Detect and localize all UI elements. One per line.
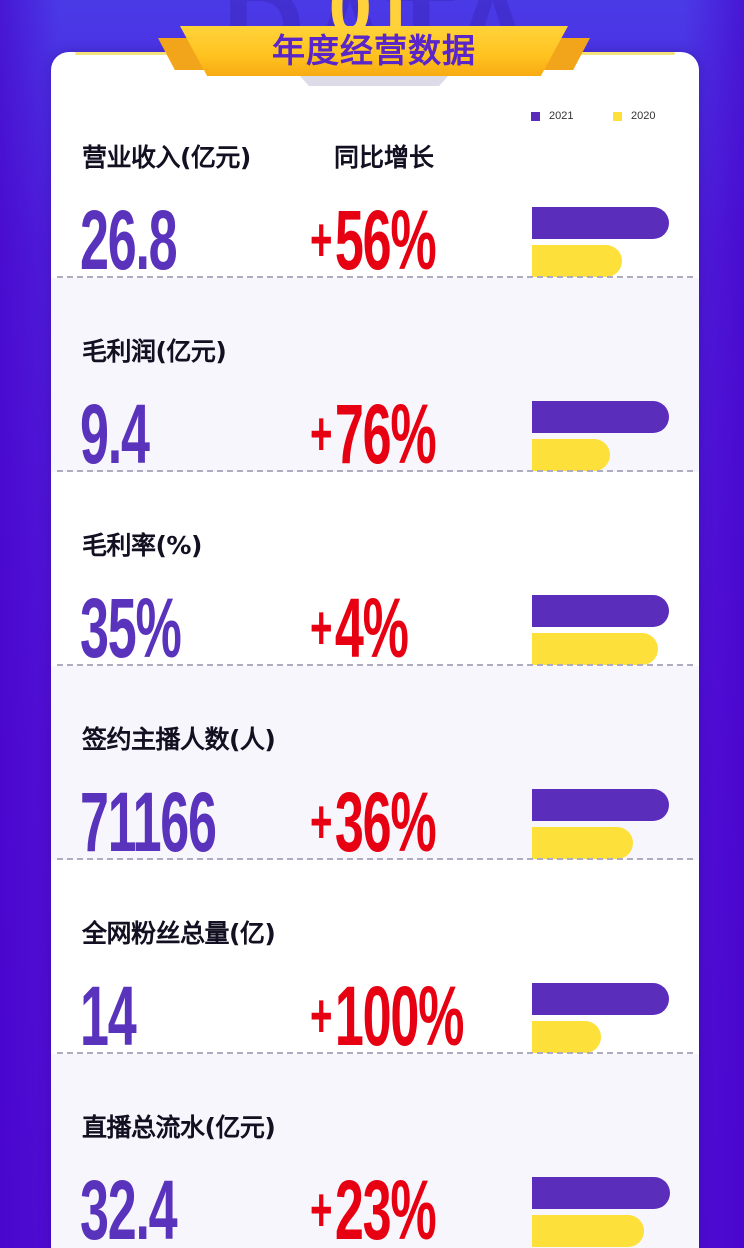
bar-2021 — [532, 983, 669, 1015]
growth-value: +4% — [310, 581, 409, 675]
row-divider — [57, 1052, 693, 1054]
chart-legend: 2021 2020 — [531, 110, 695, 122]
metric-value: 26.8 — [80, 193, 178, 287]
growth-column-header: 同比增长 — [334, 143, 435, 172]
metric-label: 全网粉丝总量(亿) — [82, 919, 276, 948]
data-card: 2021 2020 营业收入(亿元) 同比增长 26.8 +56% 毛利润(亿元… — [51, 52, 699, 1248]
metric-row-revenue: 营业收入(亿元) 同比增长 26.8 +56% — [51, 84, 699, 287]
growth-value: +23% — [310, 1163, 437, 1248]
metric-row-streamers: 签约主播人数(人) 71166 +36% — [51, 666, 699, 869]
title-banner: 年度经营数据 — [150, 20, 598, 86]
metric-row-gross-margin: 毛利率(%) 35% +4% — [51, 472, 699, 675]
metric-label: 直播总流水(亿元) — [82, 1113, 276, 1142]
growth-value: +100% — [310, 969, 464, 1063]
bar-2020 — [532, 1021, 601, 1053]
bar-2021 — [532, 1177, 670, 1209]
metric-label: 毛利润(亿元) — [82, 337, 227, 366]
row-divider — [57, 858, 693, 860]
metric-label: 签约主播人数(人) — [82, 725, 276, 754]
row-divider — [57, 276, 693, 278]
metric-value: 32.4 — [80, 1163, 178, 1248]
legend-label: 2020 — [631, 110, 656, 122]
legend-label: 2021 — [549, 110, 574, 122]
legend-item-2020: 2020 — [613, 110, 695, 122]
page-title: 年度经营数据 — [272, 31, 476, 70]
background-shade-left — [0, 0, 60, 1248]
metric-value: 71166 — [80, 775, 217, 869]
growth-value: +56% — [310, 193, 437, 287]
metric-row-fans: 全网粉丝总量(亿) 14 +100% — [51, 860, 699, 1063]
metric-label: 毛利率(%) — [82, 531, 202, 560]
bar-2020 — [532, 1215, 644, 1247]
metric-value: 14 — [80, 969, 137, 1063]
metric-row-gross-profit: 毛利润(亿元) 9.4 +76% — [51, 278, 699, 481]
metric-value: 9.4 — [80, 387, 150, 481]
bar-2020 — [532, 827, 633, 859]
growth-value: +76% — [310, 387, 437, 481]
bar-2021 — [532, 207, 669, 239]
banner-shadow — [300, 76, 448, 86]
bar-2020 — [532, 245, 622, 277]
bar-2021 — [532, 401, 669, 433]
legend-item-2021: 2021 — [531, 110, 613, 122]
row-divider — [57, 470, 693, 472]
row-divider — [57, 664, 693, 666]
metric-label: 营业收入(亿元) — [82, 143, 251, 172]
bar-2021 — [532, 595, 669, 627]
legend-swatch-2021 — [531, 111, 540, 121]
bar-2020 — [532, 633, 658, 665]
metric-value: 35% — [80, 581, 182, 675]
bar-2020 — [532, 439, 610, 471]
bar-2021 — [532, 789, 669, 821]
banner-ribbon — [180, 26, 568, 76]
legend-swatch-2020 — [613, 111, 622, 121]
growth-value: +36% — [310, 775, 437, 869]
metric-row-gmv: 直播总流水(亿元) 32.4 +23% — [51, 1054, 699, 1248]
